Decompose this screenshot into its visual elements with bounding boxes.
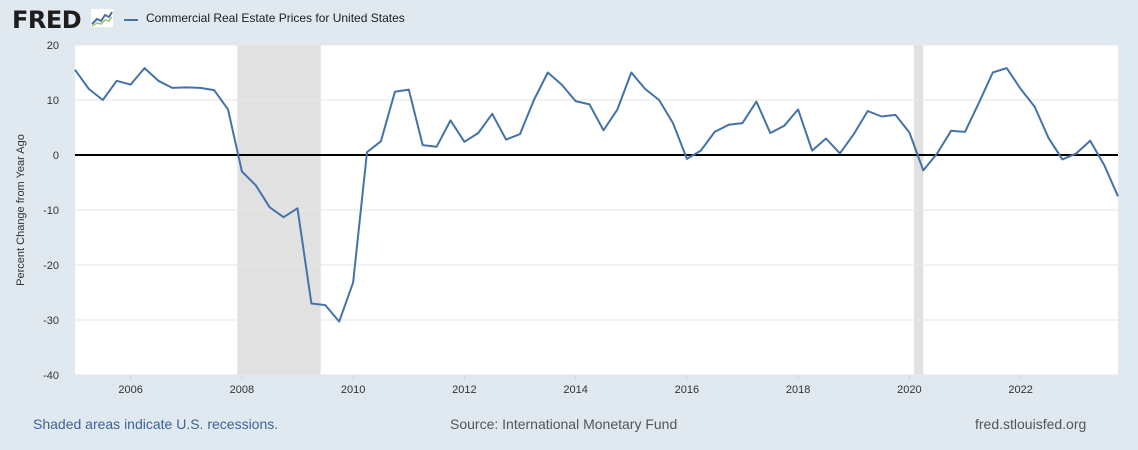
- source-note: Source: International Monetary Fund: [450, 416, 678, 432]
- y-tick-label: -20: [43, 260, 59, 272]
- recession-note[interactable]: Shaded areas indicate U.S. recessions.: [33, 416, 279, 432]
- legend-swatch: [124, 19, 138, 21]
- x-tick-label: 2012: [452, 384, 476, 396]
- legend-label[interactable]: Commercial Real Estate Prices for United…: [146, 11, 405, 25]
- x-axis-ticks: 2006 2008 2010 2012 2014 2016 2018 2020 2022: [118, 375, 1033, 396]
- x-tick-label: 2006: [118, 384, 142, 396]
- y-axis-ticks: -40 -30 -20 -10 0 10 20: [43, 40, 59, 382]
- x-tick-label: 2018: [786, 384, 810, 396]
- y-axis-title: Percent Change from Year Ago: [15, 134, 27, 286]
- y-tick-label: 20: [47, 40, 59, 52]
- x-tick-label: 2020: [897, 384, 921, 396]
- y-tick-label: -40: [43, 370, 59, 382]
- chart-header: FRED Commercial Real Estate Prices for U…: [0, 0, 1138, 40]
- y-tick-label: 10: [47, 95, 59, 107]
- fred-logo[interactable]: FRED: [12, 6, 82, 34]
- x-tick-label: 2014: [563, 384, 587, 396]
- y-tick-label: -10: [43, 205, 59, 217]
- site-link[interactable]: fred.stlouisfed.org: [975, 416, 1087, 432]
- x-tick-label: 2010: [341, 384, 365, 396]
- line-chart-icon: [90, 8, 114, 28]
- x-tick-label: 2016: [675, 384, 699, 396]
- y-tick-label: 0: [53, 150, 59, 162]
- x-tick-label: 2022: [1008, 384, 1032, 396]
- gridlines: [75, 44, 1118, 376]
- y-tick-label: -30: [43, 315, 59, 327]
- series-line[interactable]: [74, 67, 1119, 323]
- x-tick-label: 2008: [230, 384, 254, 396]
